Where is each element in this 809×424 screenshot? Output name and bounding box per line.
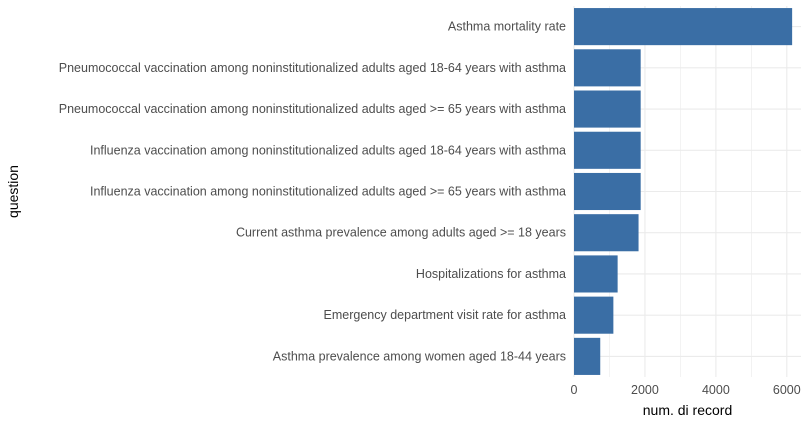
bar [574, 214, 639, 252]
y-tick-label: Influenza vaccination among noninstituti… [90, 185, 566, 199]
y-tick-label: Emergency department visit rate for asth… [324, 308, 567, 322]
bar [574, 8, 793, 46]
bar [574, 255, 618, 293]
y-tick-label: Current asthma prevalence among adults a… [236, 226, 566, 240]
y-tick-label: Pneumococcal vaccination among noninstit… [59, 102, 566, 116]
bars [574, 8, 793, 375]
y-tick-label: Influenza vaccination among noninstituti… [90, 143, 566, 157]
y-tick-label: Asthma prevalence among women aged 18-44… [273, 349, 566, 363]
y-axis-title: question [5, 165, 21, 218]
y-tick-label: Asthma mortality rate [448, 20, 566, 34]
bar [574, 172, 641, 211]
y-tick-label: Pneumococcal vaccination among noninstit… [59, 61, 566, 75]
x-tick-labels: 0 2000 4000 6000 [571, 383, 801, 397]
x-tick-label: 4000 [702, 383, 730, 397]
y-tick-labels: Asthma mortality rate Pneumococcal vaccin… [59, 20, 566, 364]
x-axis-title: num. di record [643, 402, 732, 418]
bar [574, 296, 614, 334]
x-tick-label: 6000 [773, 383, 801, 397]
bar [574, 49, 641, 87]
y-tick-label: Hospitalizations for asthma [416, 267, 566, 281]
x-tick-label: 2000 [631, 383, 659, 397]
bar [574, 90, 641, 128]
x-tick-label: 0 [571, 383, 578, 397]
bar [574, 131, 641, 169]
bar [574, 337, 601, 375]
